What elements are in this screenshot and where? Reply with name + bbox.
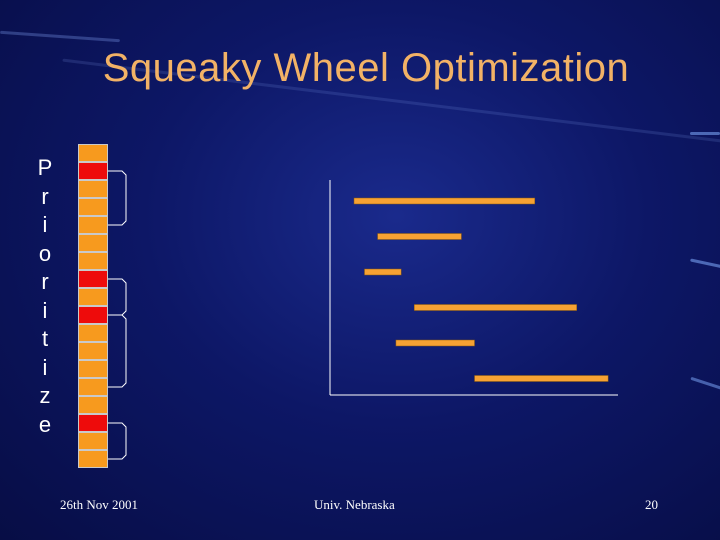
queue-cell [78, 180, 108, 198]
footer-date: 26th Nov 2001 [60, 497, 138, 512]
queue-bracket [108, 278, 127, 316]
vertical-letter: i [42, 297, 48, 323]
queue-cell [78, 198, 108, 216]
schedule-bar [395, 339, 475, 347]
queue-cell [78, 432, 108, 450]
queue-bracket [108, 422, 127, 460]
vertical-letter: r [41, 183, 49, 209]
vertical-letter: e [38, 411, 52, 437]
footer-center: Univ. Nebraska [314, 497, 395, 512]
queue-cell [78, 324, 108, 342]
queue-brackets [108, 170, 127, 460]
vertical-letter: P [37, 155, 53, 180]
queue-cell-high-priority [78, 162, 108, 180]
vertical-letter: i [42, 354, 48, 380]
queue-cell [78, 234, 108, 252]
queue-cell-high-priority [78, 414, 108, 432]
schedule-bars [353, 197, 609, 382]
priority-queue [78, 144, 108, 468]
queue-cell [78, 378, 108, 396]
schedule-bar [353, 197, 536, 205]
background-streak [690, 132, 720, 135]
vertical-letter: o [38, 240, 52, 266]
queue-bracket [108, 170, 127, 226]
queue-cell-high-priority [78, 270, 108, 288]
schedule-bar [414, 304, 577, 311]
footer-page-number: 20 [645, 497, 658, 512]
vertical-letter: z [39, 383, 51, 408]
queue-cell [78, 288, 108, 306]
queue-cell [78, 450, 108, 468]
queue-cell [78, 396, 108, 414]
vertical-letter: t [41, 326, 49, 351]
queue-bracket [108, 314, 127, 388]
slide-title: Squeaky Wheel Optimization [102, 46, 630, 90]
queue-cell [78, 360, 108, 378]
queue-cell-high-priority [78, 306, 108, 324]
vertical-letter: i [42, 212, 48, 237]
schedule-bar [377, 233, 462, 240]
vertical-letter: r [41, 269, 49, 294]
queue-cell [78, 144, 108, 162]
schedule-bar [364, 268, 402, 276]
schedule-bar [474, 375, 609, 382]
queue-cell [78, 216, 108, 234]
queue-cell [78, 342, 108, 360]
queue-cell [78, 252, 108, 270]
